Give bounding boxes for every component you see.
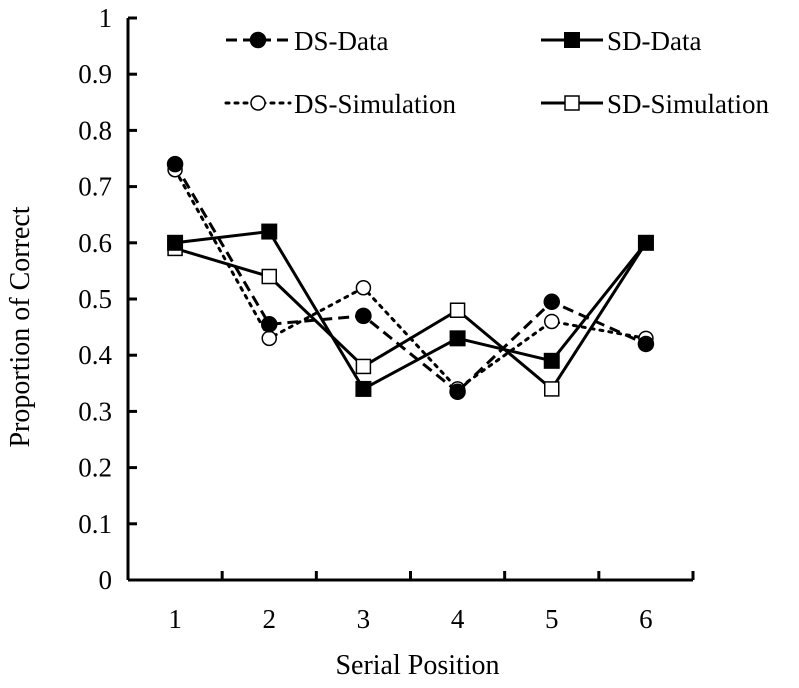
y-axis-title: Proportion of Correct — [5, 206, 36, 447]
y-tick-label: 0.5 — [78, 284, 112, 314]
x-tick-label: 3 — [357, 604, 371, 634]
data-point — [449, 302, 466, 318]
data-point — [544, 381, 560, 397]
y-tick-label: 0.4 — [78, 340, 112, 370]
data-point — [543, 293, 560, 311]
legend-label: SD-Simulation — [607, 89, 770, 119]
legend-marker — [564, 95, 580, 111]
x-tick-label: 1 — [168, 604, 182, 634]
markers-sd-data — [167, 223, 654, 397]
series-line — [174, 241, 648, 391]
data-point — [261, 316, 278, 333]
y-tick-label: 1 — [99, 3, 113, 33]
markers-ds-simulation — [167, 161, 654, 397]
legend-entry: SD-Simulation — [541, 89, 770, 119]
data-point — [166, 155, 184, 173]
series-line — [173, 168, 648, 391]
y-tick-label: 0.2 — [78, 453, 112, 483]
y-tick-label: 0.3 — [78, 396, 112, 426]
y-tick-label: 0.7 — [78, 172, 112, 202]
legend-label: DS-Data — [294, 26, 388, 56]
legend-label: DS-Simulation — [294, 89, 457, 119]
x-tick-label: 5 — [545, 604, 559, 634]
x-tick-label: 2 — [263, 604, 277, 634]
legend-entry: DS-Simulation — [224, 89, 457, 119]
x-axis-title: Serial Position — [335, 650, 499, 681]
y-tick-label: 0.6 — [78, 228, 112, 258]
data-point — [544, 313, 560, 330]
y-tick-label: 0.9 — [78, 59, 112, 89]
data-point — [637, 234, 654, 251]
data-point — [355, 280, 372, 296]
series-layer — [166, 155, 655, 400]
legend-marker — [249, 31, 267, 49]
legend: DS-Data SD-Data DS-Simulation SD-Simulation — [224, 26, 770, 119]
x-tick-label: 6 — [639, 604, 653, 634]
markers-ds-data — [166, 155, 655, 400]
data-point — [261, 223, 278, 240]
series-line — [174, 230, 648, 391]
y-tick-label: 0.8 — [78, 115, 112, 145]
data-point — [261, 268, 277, 285]
legend-label: SD-Data — [607, 26, 701, 56]
data-point — [355, 380, 372, 397]
data-point — [449, 383, 466, 400]
legend-marker — [250, 95, 266, 111]
data-point — [637, 335, 655, 353]
series-sd-simulation — [174, 241, 648, 391]
y-tick-label: 0 — [99, 565, 113, 595]
legend-entry: SD-Data — [541, 26, 701, 56]
series-line — [173, 163, 647, 394]
axes: 0 0.1 0.2 0.3 0.4 0.5 0.6 0.7 0.8 0.9 1 1 2 3 4 5 6 — [78, 3, 695, 634]
series-ds-simulation — [173, 168, 648, 391]
data-point — [449, 330, 466, 347]
data-point — [167, 234, 184, 251]
data-point — [261, 330, 277, 347]
data-point — [355, 307, 372, 325]
series-sd-data — [174, 230, 648, 391]
y-tick-label: 0.1 — [78, 509, 112, 539]
data-point — [543, 352, 560, 369]
x-tick-label: 4 — [451, 604, 465, 634]
legend-entry: DS-Data — [226, 26, 388, 56]
series-ds-data — [173, 163, 647, 394]
legend-marker — [564, 32, 580, 48]
data-point — [355, 358, 372, 375]
